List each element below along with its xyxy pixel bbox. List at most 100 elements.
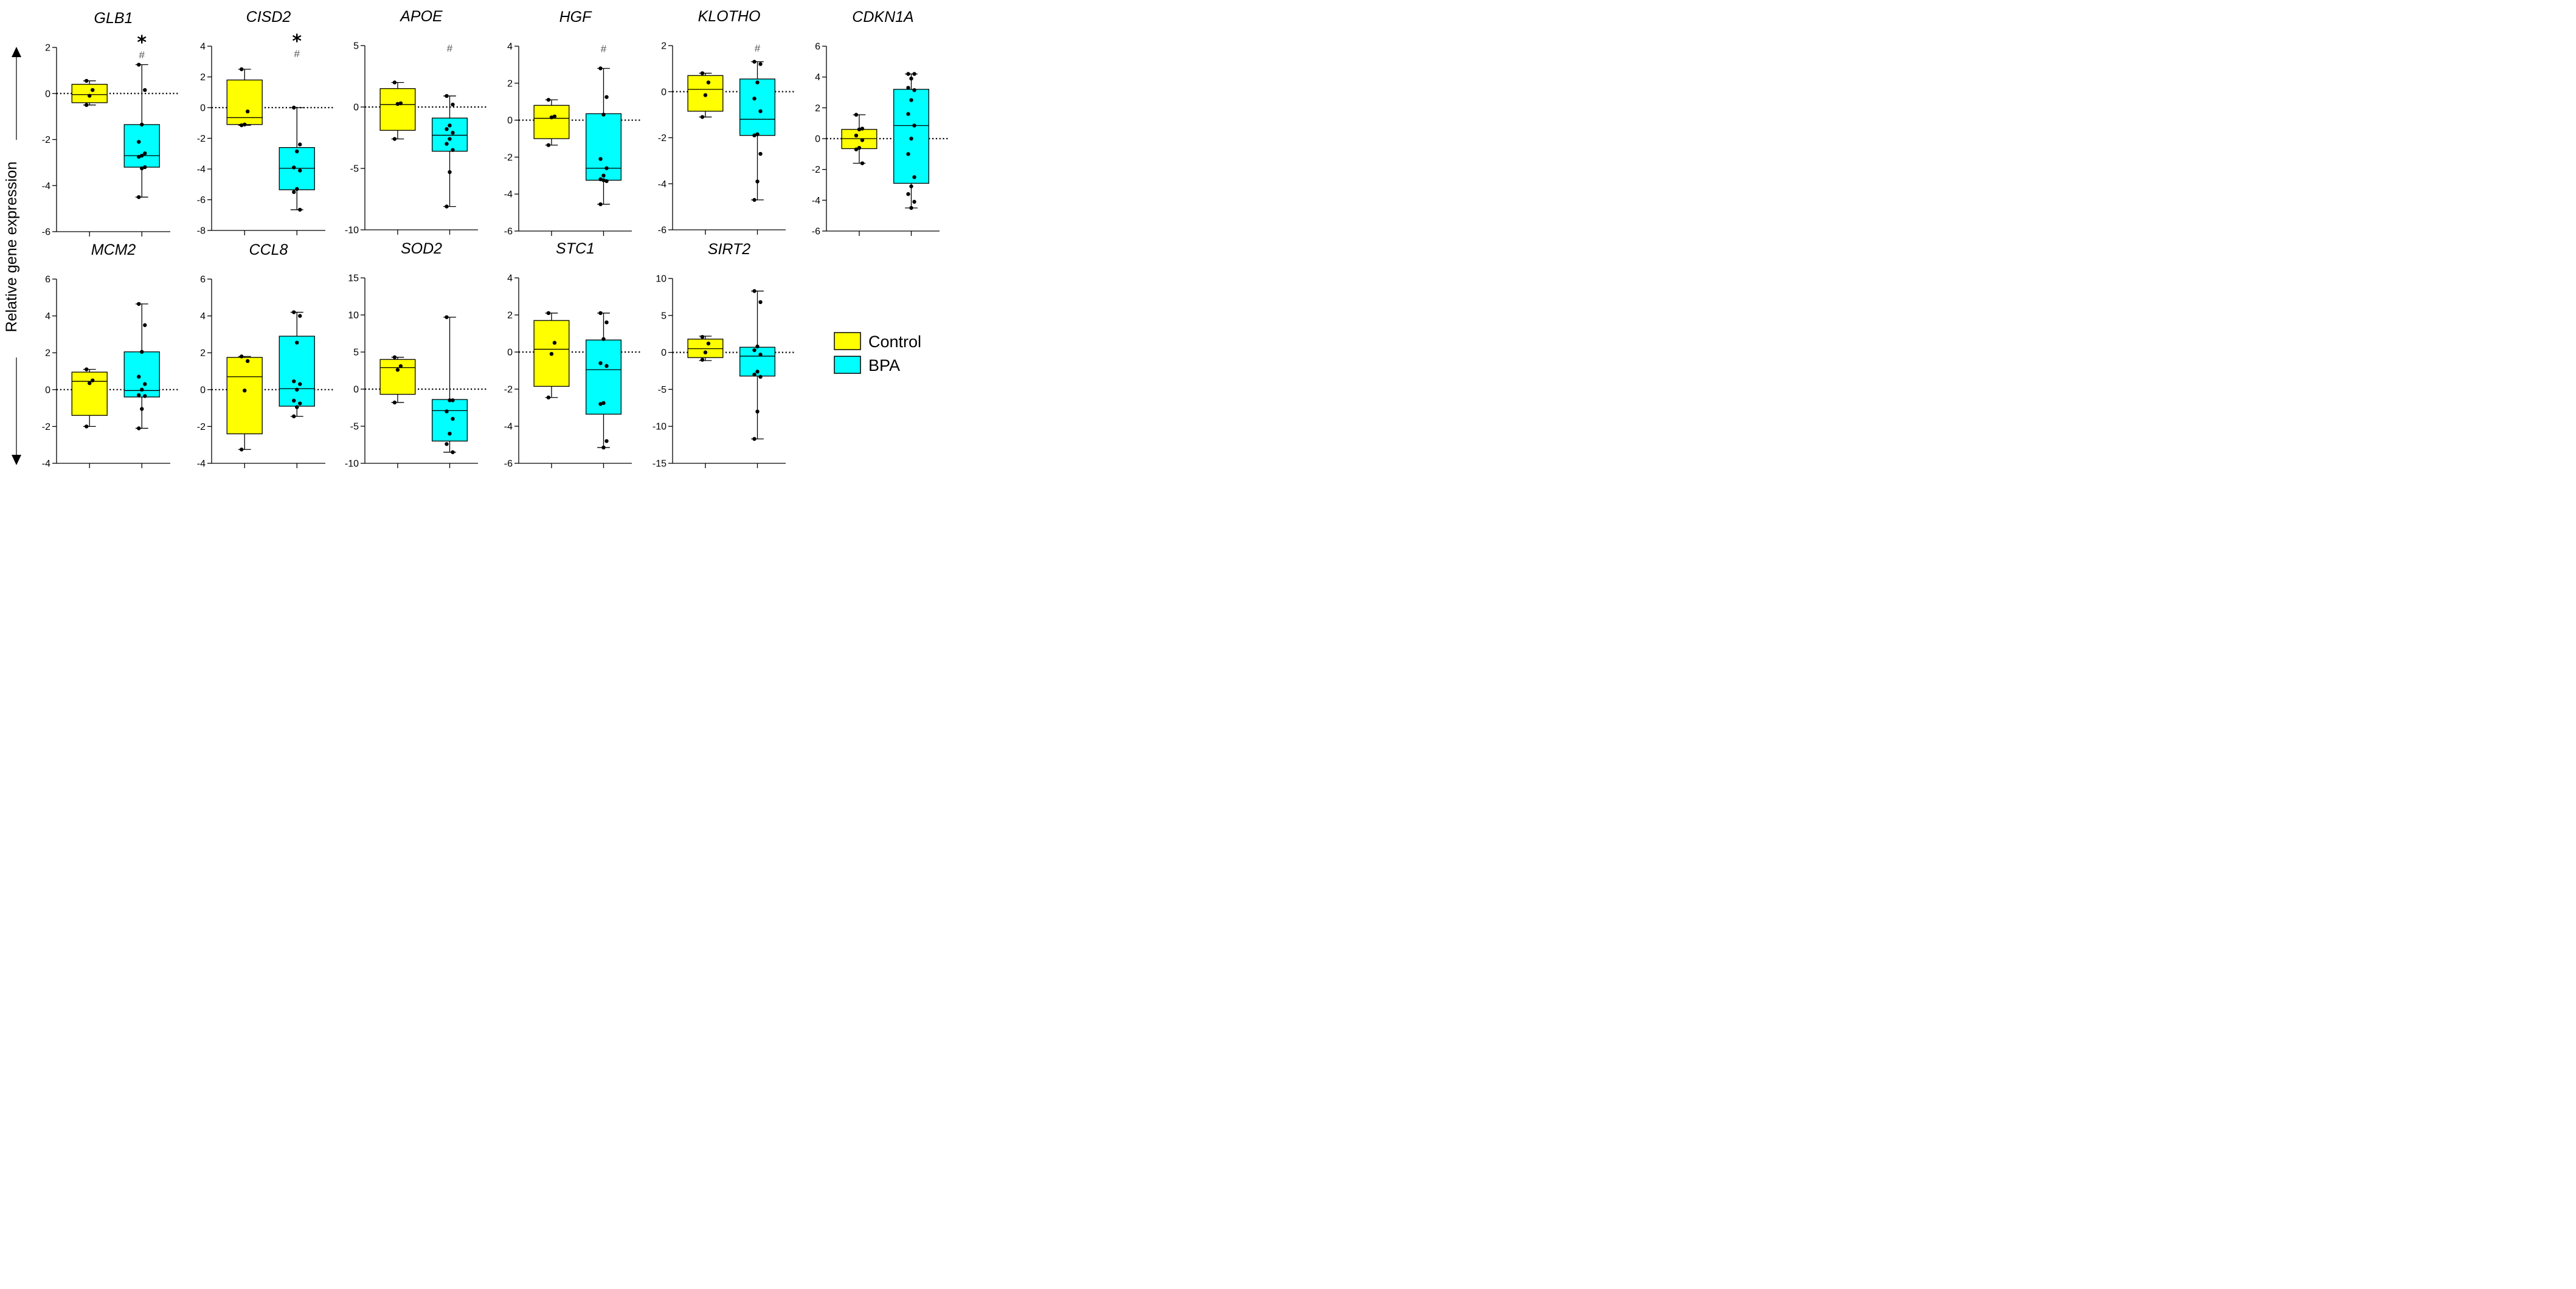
data-point — [298, 207, 302, 212]
data-point — [854, 147, 859, 151]
data-point — [451, 450, 455, 454]
data-point — [445, 442, 449, 446]
data-point — [137, 375, 141, 379]
data-point — [137, 393, 141, 398]
box-control — [71, 78, 108, 107]
y-tick-label: -10 — [653, 422, 667, 432]
y-tick-label: -5 — [350, 422, 359, 432]
box-iqr — [739, 347, 775, 377]
box-iqr — [586, 113, 621, 181]
panel-title: CISD2 — [246, 9, 291, 26]
arrow-down-icon — [12, 455, 21, 465]
data-point — [755, 132, 760, 137]
box-control — [379, 80, 416, 141]
legend-label-control: Control — [868, 333, 921, 351]
box-iqr — [123, 124, 160, 168]
y-tick-label: -4 — [812, 196, 820, 206]
data-point — [240, 123, 244, 128]
box-control — [841, 112, 878, 165]
data-point — [451, 102, 455, 107]
data-point — [140, 387, 144, 392]
data-point — [392, 400, 397, 405]
y-tick-label: -4 — [658, 179, 667, 190]
box-control — [379, 355, 416, 405]
data-point — [700, 358, 705, 362]
data-point — [598, 311, 603, 316]
data-point — [88, 381, 92, 385]
box-iqr — [279, 336, 315, 407]
data-point — [451, 398, 455, 403]
data-point — [906, 112, 910, 116]
y-tick-label: -6 — [504, 227, 513, 237]
data-point — [601, 337, 606, 341]
y-axis-arrow: Relative gene expression — [3, 47, 21, 465]
box-bpa — [586, 311, 621, 450]
data-point — [758, 109, 763, 114]
legend-item-bpa: BPA — [834, 356, 900, 375]
data-point — [292, 414, 296, 418]
data-point — [758, 300, 763, 305]
y-tick-label: 4 — [507, 42, 513, 52]
y-tick-label: 0 — [507, 116, 513, 126]
box-bpa — [586, 66, 621, 207]
significance-hash: # — [294, 48, 300, 60]
panel-title: KLOTHO — [698, 8, 761, 25]
data-point — [137, 154, 141, 159]
data-point — [298, 382, 302, 386]
legend-swatch-control — [834, 332, 861, 350]
data-point — [906, 72, 910, 76]
y-tick-label: -6 — [197, 195, 206, 206]
box-bpa — [123, 63, 160, 199]
y-tick-label: -4 — [197, 165, 206, 175]
data-point — [292, 165, 296, 170]
box-iqr — [379, 359, 416, 395]
data-point — [909, 98, 913, 102]
data-point — [140, 350, 144, 354]
box-control — [226, 67, 263, 128]
y-tick-label: -6 — [812, 227, 820, 237]
legend-label-bpa: BPA — [868, 356, 900, 375]
data-point — [912, 88, 916, 92]
y-tick-label: 15 — [348, 274, 359, 284]
data-point — [552, 340, 557, 345]
data-point — [445, 142, 449, 146]
data-point — [549, 115, 554, 120]
data-point — [552, 114, 557, 119]
data-point — [758, 151, 763, 156]
y-tick-label: -4 — [504, 190, 513, 200]
data-point — [246, 359, 250, 364]
data-point — [295, 187, 299, 192]
box-bpa — [279, 105, 315, 212]
y-tick-label: 2 — [507, 311, 513, 321]
data-point — [598, 402, 603, 406]
data-point — [700, 115, 705, 119]
y-tick-label: 2 — [45, 348, 50, 359]
y-tick-label: 10 — [348, 311, 359, 321]
y-tick-label: -15 — [653, 459, 667, 469]
y-tick-label: 2 — [45, 43, 50, 54]
data-point — [909, 206, 913, 210]
box-bpa — [432, 315, 468, 454]
y-tick-label: -2 — [504, 153, 513, 163]
box-iqr — [893, 89, 929, 184]
y-tick-label: 4 — [200, 311, 206, 322]
data-point — [451, 148, 455, 152]
data-point — [298, 168, 302, 173]
data-point — [703, 93, 708, 97]
data-point — [143, 88, 147, 92]
y-tick-label: -5 — [350, 164, 359, 175]
data-point — [860, 161, 865, 165]
panel-cisd2: CISD2 4 2 0 -2 -4 -6 -8 #* — [197, 9, 334, 237]
panel-sirt2: SIRT2 10 5 0 -5 -10 -15 — [653, 241, 794, 469]
panels: GLB120-2-4-6#*CISD2420-2-4-6-8#*APOE50-5… — [42, 8, 948, 469]
panel-title: APOE — [399, 8, 443, 25]
data-point — [448, 123, 452, 128]
data-point — [143, 382, 147, 386]
y-tick-label: 0 — [200, 385, 206, 395]
data-point — [700, 334, 705, 339]
panel-cdkn1a: CDKN1A 6 4 2 0 -2 -4 -6 — [812, 9, 948, 237]
panel-apoe: APOE 5 0 -5 -10 # — [345, 8, 486, 236]
data-point — [755, 80, 760, 85]
data-point — [752, 96, 757, 101]
box-control — [533, 97, 570, 147]
